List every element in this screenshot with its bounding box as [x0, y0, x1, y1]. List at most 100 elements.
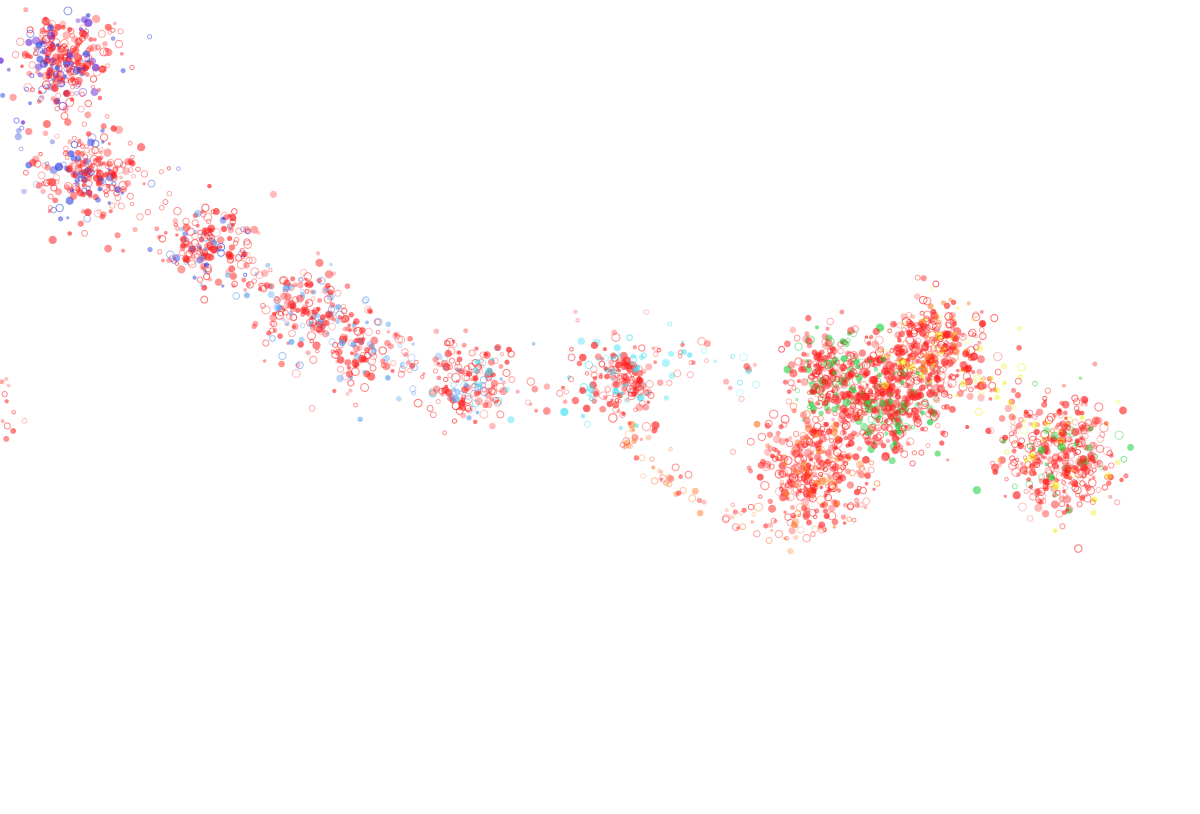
cluster-7-particle	[608, 359, 615, 366]
cluster-7-particle	[653, 346, 660, 353]
cluster-12-particle	[1084, 403, 1088, 407]
cluster-7-particle	[656, 379, 664, 386]
cluster-1-particle	[37, 72, 43, 78]
cluster-9-particle	[905, 424, 912, 431]
cluster-4-particle	[331, 271, 336, 277]
particle-270	[747, 503, 755, 511]
cluster-6-particle	[458, 405, 463, 411]
cluster-10-particle	[964, 338, 970, 344]
cluster-6-particle	[429, 411, 437, 419]
cluster-5-particle	[358, 327, 366, 334]
cluster-1-particle	[60, 39, 69, 48]
cluster-9-particle	[881, 407, 890, 416]
cluster-3-particle	[198, 254, 207, 262]
cluster-9-particle	[884, 431, 889, 436]
cluster-1-particle	[40, 50, 45, 55]
cluster-1-particle	[24, 86, 29, 92]
cluster-3-particle	[185, 250, 193, 258]
cluster-9-particle	[874, 417, 881, 424]
cluster-1-particle	[53, 98, 60, 105]
cluster-5-particle	[356, 337, 365, 346]
cluster-9-particle	[894, 416, 901, 424]
cluster-12-particle	[1034, 503, 1043, 512]
cluster-2-particle	[87, 168, 95, 176]
cluster-2-particle	[67, 231, 72, 236]
cluster-7-particle	[594, 353, 602, 361]
cluster-11-particle	[778, 438, 787, 446]
cluster-1-particle	[68, 60, 75, 67]
cluster-7-particle	[641, 422, 652, 432]
cluster-12-particle	[1008, 434, 1019, 444]
cluster-3-particle	[182, 217, 190, 225]
cluster-10-particle	[919, 310, 925, 316]
cluster-1-particle	[72, 66, 81, 75]
cluster-3-particle	[227, 235, 233, 241]
particle-310	[1017, 362, 1026, 372]
cluster-2-particle	[104, 244, 112, 253]
cluster-9-particle	[889, 348, 895, 353]
cluster-6-particle	[490, 379, 499, 387]
particle-180	[737, 379, 744, 386]
cluster-4-particle	[300, 289, 305, 294]
particle-203	[652, 351, 659, 358]
cluster-7-particle	[583, 420, 591, 428]
cluster-7-particle	[590, 365, 598, 373]
cluster-7-particle	[616, 374, 622, 381]
cluster-8-particle	[828, 398, 833, 403]
cluster-4-particle	[291, 324, 297, 329]
cluster-4-particle	[316, 277, 323, 284]
particle-307	[971, 370, 976, 375]
cluster-1-particle	[50, 59, 57, 65]
cluster-5-particle	[334, 348, 343, 356]
cluster-5-particle	[335, 303, 342, 311]
cluster-11-particle	[758, 494, 763, 499]
cluster-2-particle	[75, 155, 82, 162]
cluster-10-particle	[934, 375, 942, 383]
cluster-5-particle	[363, 357, 370, 364]
cluster-3-particle	[182, 223, 191, 232]
cluster-11-particle	[851, 517, 857, 523]
cluster-5-particle	[396, 396, 402, 402]
cluster-1-particle	[36, 99, 42, 104]
particle-206	[713, 359, 718, 364]
cluster-8-particle	[804, 331, 810, 337]
cluster-10-particle	[937, 389, 941, 393]
cluster-10-particle	[929, 358, 934, 363]
particle-22	[64, 118, 72, 126]
particle-103	[251, 278, 258, 284]
cluster-4-particle	[328, 322, 337, 331]
cluster-12-particle	[1079, 414, 1085, 420]
cluster-3-particle	[243, 272, 248, 277]
cluster-4-particle	[243, 292, 250, 299]
particle-197	[739, 352, 748, 362]
cluster-12-particle	[1059, 523, 1066, 530]
cluster-11-particle	[813, 453, 822, 461]
cluster-4-particle	[269, 313, 277, 322]
cluster-1-particle	[23, 83, 33, 93]
cluster-8-particle	[825, 390, 835, 399]
cluster-10-particle	[948, 342, 957, 351]
particle-207	[701, 347, 708, 354]
cluster-2	[32, 114, 181, 253]
cluster-6-particle	[459, 390, 464, 396]
cluster-3-particle	[184, 237, 189, 242]
particle-19	[65, 165, 73, 173]
cluster-11-particle	[757, 432, 767, 442]
cluster-7-particle	[663, 395, 670, 401]
cluster-1-particle	[34, 63, 43, 71]
particle-9	[74, 149, 81, 156]
cluster-6-particle	[455, 367, 460, 373]
cluster-2-particle	[58, 216, 64, 222]
cluster-11-particle	[836, 488, 842, 493]
cluster-4-particle	[304, 288, 310, 294]
cluster-5-particle	[366, 372, 376, 381]
cluster-12-particle	[1016, 472, 1021, 477]
particle-57	[173, 206, 182, 216]
cluster-1-particle	[26, 29, 35, 38]
cluster-12-particle	[1080, 395, 1089, 404]
particle-192	[703, 339, 712, 348]
cluster-2-particle	[147, 179, 156, 188]
particle-330	[0, 379, 5, 385]
cluster-11-particle	[841, 418, 848, 425]
cluster-9-particle	[858, 349, 867, 357]
